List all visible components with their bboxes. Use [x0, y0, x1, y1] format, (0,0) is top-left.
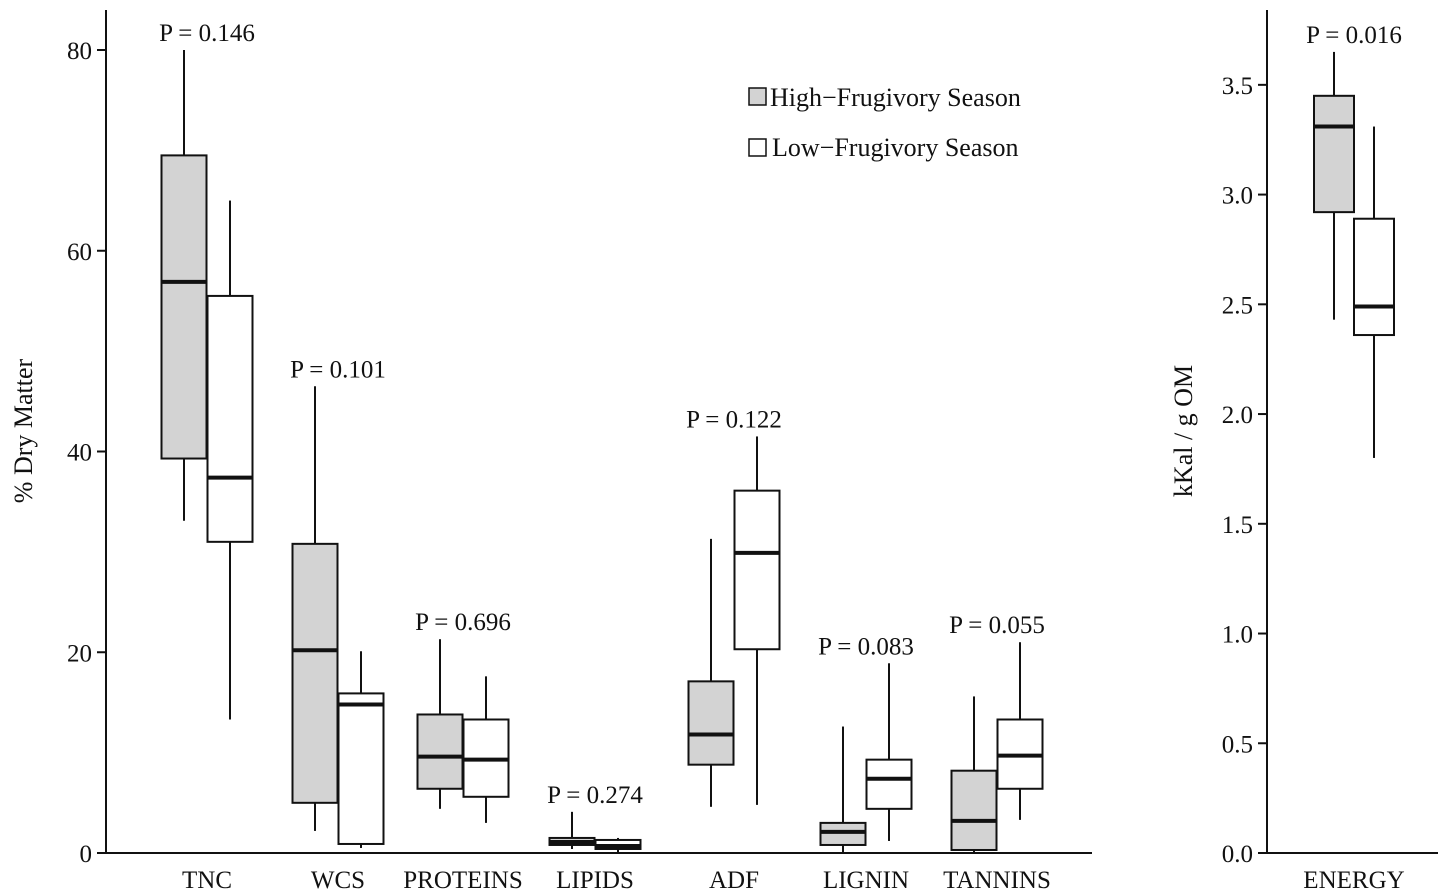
- box-iqr: [1313, 94, 1355, 214]
- p-value-labels-dry-matter: P = 0.146 P = 0.101 P = 0.696 P = 0.274 P = …: [159, 20, 1045, 809]
- y-axis-label-energy: kKal / g OM: [1169, 365, 1198, 497]
- y-axis-label-dry-matter: % Dry Matter: [9, 358, 38, 503]
- legend-swatch-high: [748, 87, 767, 106]
- p-value-labels-energy: P = 0.016: [1306, 22, 1402, 49]
- y-tick-label: 60: [67, 239, 92, 266]
- y-tick-label: 2.5: [1222, 292, 1253, 319]
- box-iqr: [1353, 217, 1395, 337]
- y-tick-label: 80: [67, 38, 92, 65]
- y-tick-label: 3.0: [1222, 183, 1253, 210]
- y-tick-label: 2.0: [1222, 402, 1253, 429]
- category-label: ADF: [709, 867, 759, 894]
- box-iqr: [687, 680, 735, 766]
- box-iqr: [160, 154, 208, 460]
- legend-label-high: High−Frugivory Season: [770, 83, 1021, 112]
- p-value-label: P = 0.274: [547, 782, 643, 809]
- y-tick-label: 0.0: [1222, 841, 1253, 868]
- p-value-label: P = 0.122: [686, 406, 782, 433]
- box-iqr: [950, 769, 998, 851]
- y-ticks-energy: 0.0 0.5 1.0 1.5 2.0 2.5 3.0 3.5: [1222, 73, 1267, 868]
- y-tick-label: 0: [80, 841, 93, 868]
- y-tick-label: 40: [67, 440, 92, 467]
- category-labels-energy: ENERGY: [1303, 867, 1404, 894]
- p-value-label: P = 0.696: [415, 609, 511, 636]
- category-label: TANNINS: [943, 867, 1051, 894]
- box-iqr: [819, 821, 867, 846]
- y-tick-label: 1.0: [1222, 622, 1253, 649]
- category-labels-dry-matter: TNC WCS PROTEINS LIPIDS ADF LIGNIN TANNINS: [182, 867, 1051, 894]
- category-label: LIPIDS: [556, 867, 634, 894]
- p-value-label: P = 0.083: [818, 633, 914, 660]
- category-label: LIGNIN: [823, 867, 909, 894]
- box-iqr: [733, 489, 781, 651]
- box-iqr: [206, 294, 254, 543]
- p-value-label: P = 0.016: [1306, 22, 1402, 49]
- legend-label-low: Low−Frugivory Season: [772, 133, 1018, 162]
- box-iqr: [416, 713, 464, 790]
- y-tick-label: 20: [67, 640, 92, 667]
- p-value-label: P = 0.146: [159, 20, 255, 47]
- category-label: WCS: [311, 867, 365, 894]
- y-tick-label: 3.5: [1222, 73, 1253, 100]
- y-tick-label: 0.5: [1222, 731, 1253, 758]
- panel-energy: 0.0 0.5 1.0 1.5 2.0 2.5 3.0 3.5 ENERGY P = 0.01…: [1169, 10, 1438, 894]
- boxes-energy: [1313, 51, 1395, 458]
- category-label: PROTEINS: [403, 867, 522, 894]
- category-label: TNC: [182, 867, 232, 894]
- box-iqr: [337, 692, 385, 845]
- p-value-label: P = 0.055: [949, 612, 1045, 639]
- boxes-dry-matter: [160, 50, 1044, 853]
- y-tick-label: 1.5: [1222, 512, 1253, 539]
- y-ticks-dry-matter: 0 20 40 60 80: [67, 38, 106, 868]
- category-label: ENERGY: [1303, 867, 1404, 894]
- box-iqr: [291, 542, 339, 804]
- box-iqr: [865, 758, 913, 810]
- p-value-label: P = 0.101: [290, 356, 386, 383]
- legend-swatch-low: [748, 138, 767, 157]
- legend: High−Frugivory Season Low−Frugivory Seas…: [748, 83, 1021, 162]
